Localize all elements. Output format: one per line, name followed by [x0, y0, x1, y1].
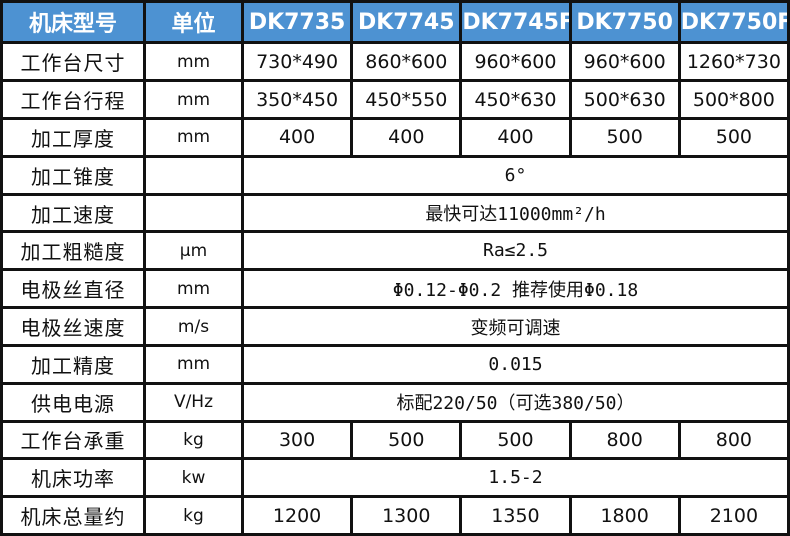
- row-value: 500: [353, 422, 460, 458]
- row-label: 工作台承重: [3, 422, 143, 458]
- row-label: 机床功率: [3, 460, 143, 496]
- row-merged-value: 标配220/50（可选380/50）: [244, 384, 787, 420]
- table-row: 加工粗糙度 μm Ra≤2.5: [3, 233, 787, 269]
- header-dk7750: DK7750: [571, 3, 678, 42]
- row-label: 机床总量约: [3, 498, 143, 533]
- table-row: 加工精度 mm 0.015: [3, 346, 787, 382]
- row-value: 800: [680, 422, 787, 458]
- row-value: 450*630: [462, 82, 569, 118]
- row-value: 1260*730: [680, 44, 787, 80]
- row-unit: mm: [146, 44, 241, 80]
- row-value: 500*630: [571, 82, 678, 118]
- row-value: 500: [680, 120, 787, 155]
- row-unit: kg: [146, 498, 241, 533]
- row-value: 960*600: [462, 44, 569, 80]
- header-model: 机床型号: [3, 3, 143, 42]
- row-value: 400: [462, 120, 569, 155]
- row-value: 500: [571, 120, 678, 155]
- row-merged-value: 最快可达11000mm²/h: [244, 195, 787, 231]
- row-value: 500*800: [680, 82, 787, 118]
- row-value: 400: [244, 120, 351, 155]
- table-row: 机床总量约 kg 1200 1300 1350 1800 2100: [3, 498, 787, 533]
- table-row: 加工厚度 mm 400 400 400 500 500: [3, 120, 787, 155]
- row-merged-value: Ra≤2.5: [244, 233, 787, 269]
- row-label: 工作台行程: [3, 82, 143, 118]
- row-label: 加工精度: [3, 346, 143, 382]
- table-row: 工作台尺寸 mm 730*490 860*600 960*600 960*600 1260*…: [3, 44, 787, 80]
- row-label: 加工锥度: [3, 157, 143, 193]
- row-unit: [146, 157, 241, 193]
- row-label: 加工粗糙度: [3, 233, 143, 269]
- header-row: 机床型号 单位 DK7735 DK7745 DK7745F DK7750 DK7…: [3, 3, 787, 42]
- row-value: 450*550: [353, 82, 460, 118]
- row-label: 电极丝直径: [3, 271, 143, 307]
- row-value: 800: [571, 422, 678, 458]
- row-label: 电极丝速度: [3, 309, 143, 344]
- row-value: 400: [353, 120, 460, 155]
- row-value: 1800: [571, 498, 678, 533]
- row-unit: mm: [146, 120, 241, 155]
- row-label: 加工速度: [3, 195, 143, 231]
- row-value: 500: [462, 422, 569, 458]
- table-row: 供电电源 V/Hz 标配220/50（可选380/50）: [3, 384, 787, 420]
- row-unit: mm: [146, 82, 241, 118]
- row-unit: [146, 195, 241, 231]
- row-value: 2100: [680, 498, 787, 533]
- row-label: 工作台尺寸: [3, 44, 143, 80]
- header-dk7750f: DK7750F: [680, 3, 787, 42]
- row-value: 350*450: [244, 82, 351, 118]
- header-dk7745f: DK7745F: [462, 3, 569, 42]
- row-unit: kw: [146, 460, 241, 496]
- row-merged-value: 1.5-2: [244, 460, 787, 496]
- header-unit: 单位: [146, 3, 241, 42]
- table-row: 机床功率 kw 1.5-2: [3, 460, 787, 496]
- table-row: 加工速度 最快可达11000mm²/h: [3, 195, 787, 231]
- header-dk7745: DK7745: [353, 3, 460, 42]
- row-value: 1350: [462, 498, 569, 533]
- row-merged-value: 6°: [244, 157, 787, 193]
- table-row: 电极丝速度 m/s 变频可调速: [3, 309, 787, 344]
- row-label: 供电电源: [3, 384, 143, 420]
- table-row: 工作台承重 kg 300 500 500 800 800: [3, 422, 787, 458]
- table-row: 电极丝直径 mm Φ0.12-Φ0.2 推荐使用Φ0.18: [3, 271, 787, 307]
- row-unit: mm: [146, 271, 241, 307]
- row-merged-value: 0.015: [244, 346, 787, 382]
- row-value: 1300: [353, 498, 460, 533]
- row-unit: mm: [146, 346, 241, 382]
- table-row: 工作台行程 mm 350*450 450*550 450*630 500*630 500*8…: [3, 82, 787, 118]
- row-label: 加工厚度: [3, 120, 143, 155]
- row-value: 730*490: [244, 44, 351, 80]
- row-merged-value: 变频可调速: [244, 309, 787, 344]
- row-value: 960*600: [571, 44, 678, 80]
- header-dk7735: DK7735: [244, 3, 351, 42]
- row-unit: kg: [146, 422, 241, 458]
- row-value: 1200: [244, 498, 351, 533]
- row-value: 860*600: [353, 44, 460, 80]
- row-unit: V/Hz: [146, 384, 241, 420]
- row-value: 300: [244, 422, 351, 458]
- row-unit: μm: [146, 233, 241, 269]
- table-row: 加工锥度 6°: [3, 157, 787, 193]
- row-merged-value: Φ0.12-Φ0.2 推荐使用Φ0.18: [244, 271, 787, 307]
- row-unit: m/s: [146, 309, 241, 344]
